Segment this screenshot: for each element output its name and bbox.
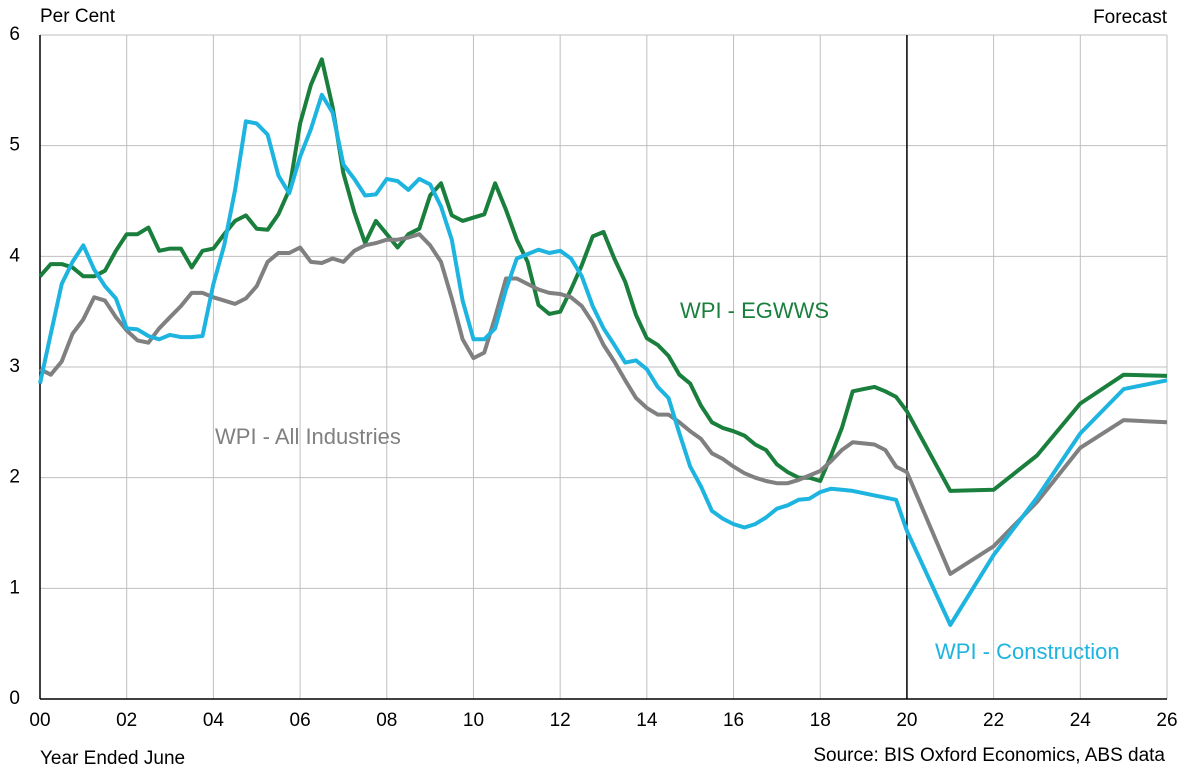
x-axis-label: Year Ended June xyxy=(40,748,185,769)
series-line xyxy=(38,92,1168,627)
y-axis-label: Per Cent xyxy=(40,6,116,27)
x-tick-label: 22 xyxy=(983,710,1004,731)
x-tick-label: 02 xyxy=(116,710,137,731)
x-tick-label: 00 xyxy=(29,710,50,731)
y-tick-label: 0 xyxy=(9,688,20,709)
series-label: WPI - Construction xyxy=(935,639,1120,664)
source-note: Source: BIS Oxford Economics, ABS data xyxy=(813,745,1165,766)
y-tick-label: 5 xyxy=(9,135,20,156)
x-tick-label: 16 xyxy=(723,710,744,731)
x-tick-label: 04 xyxy=(203,710,225,731)
y-tick-label: 2 xyxy=(9,467,20,488)
forecast-label: Forecast xyxy=(1093,7,1168,28)
y-tick-label: 1 xyxy=(9,577,20,598)
x-tick-label: 14 xyxy=(636,710,658,731)
series-label: WPI - EGWWS xyxy=(680,298,829,323)
x-tick-label: 06 xyxy=(290,710,311,731)
x-tick-label: 20 xyxy=(896,710,917,731)
series-line xyxy=(39,232,1168,576)
y-tick-label: 6 xyxy=(9,24,20,45)
x-tick-label: 18 xyxy=(810,710,831,731)
x-tick-label: 12 xyxy=(550,710,571,731)
y-tick-label: 3 xyxy=(9,356,20,377)
x-tick-label: 24 xyxy=(1070,710,1092,731)
x-tick-label: 10 xyxy=(463,710,484,731)
x-tick-label: 08 xyxy=(376,710,397,731)
series-label: WPI - All Industries xyxy=(215,424,401,449)
series-line xyxy=(38,57,1168,493)
x-tick-label: 26 xyxy=(1156,710,1177,731)
y-tick-label: 4 xyxy=(9,245,20,266)
